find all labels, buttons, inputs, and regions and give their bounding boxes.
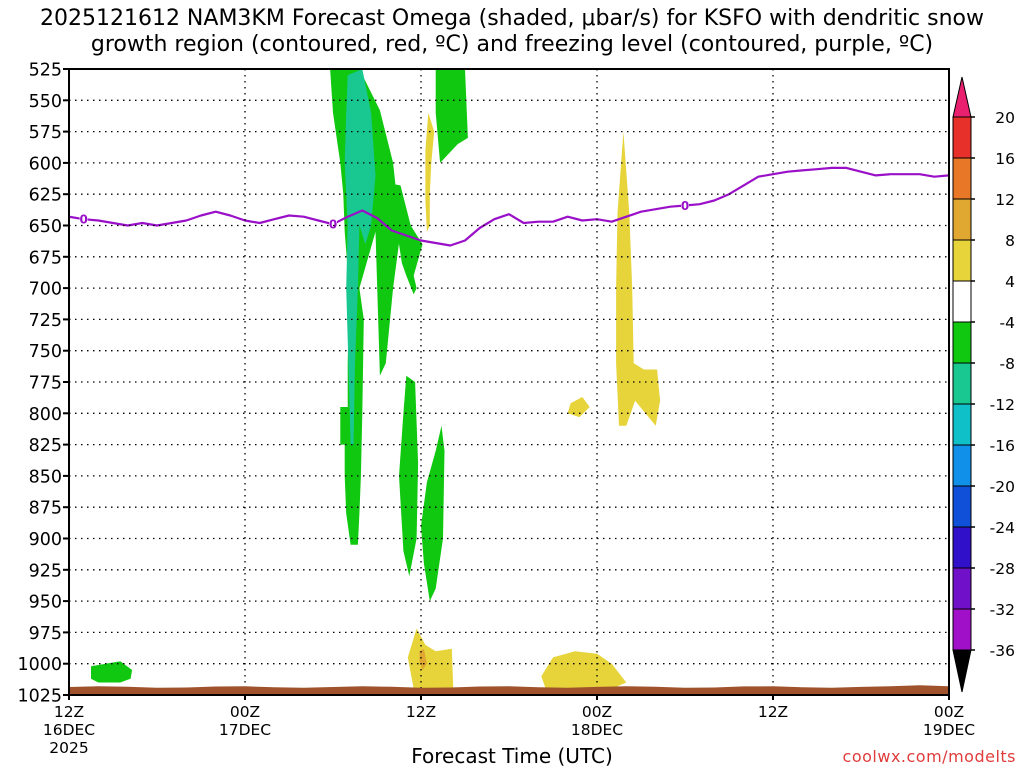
y-tick-label-18: 975 <box>29 624 62 644</box>
y-tick-label-2: 575 <box>29 123 62 143</box>
y-axis: 525 550 575 600 625 650 675 700 725 750 775 800 825 8… <box>17 61 69 707</box>
y-tick-label-3: 600 <box>29 154 62 174</box>
freezing-level-label-0: 0 <box>79 213 87 227</box>
plot-area: 0 0 0 <box>69 69 949 689</box>
colorbar-swatch-11 <box>952 567 972 610</box>
colorbar-swatch-2 <box>952 198 972 241</box>
freezing-level-label-2: 0 <box>681 199 689 213</box>
colorbar-swatch-10 <box>952 526 972 569</box>
x-tick-label-4: 12Z <box>758 703 788 721</box>
terrain-layer <box>69 685 949 695</box>
omega-region-7 <box>425 112 435 232</box>
omega-region-5 <box>421 425 445 602</box>
colorbar-label-6: -8 <box>1000 355 1015 373</box>
colorbar-label-1: 16 <box>995 150 1015 168</box>
y-tick-label-13: 850 <box>29 467 62 487</box>
colorbar-swatch-5 <box>952 321 972 364</box>
x-tick-date-3: 18DEC <box>571 721 623 739</box>
y-tick-label-1: 550 <box>29 92 62 112</box>
x-tick-label-5: 00Z <box>934 703 964 721</box>
omega-region-10 <box>407 628 454 689</box>
omega-region-3 <box>435 69 468 163</box>
omega-region-9 <box>567 397 590 418</box>
y-tick-label-9: 750 <box>29 342 62 362</box>
colorbar-label-4: 4 <box>1005 273 1015 291</box>
omega-region-11 <box>541 651 627 689</box>
colorbar: 20 16 12 8 4 -4 -8 -12 -16 -20 -24 -28 -32 -36 <box>952 76 1015 693</box>
x-tick-date-1: 17DEC <box>219 721 271 739</box>
y-tick-label-10: 775 <box>29 374 62 394</box>
x-tick-date-5: 19DEC <box>923 721 975 739</box>
y-tick-label-12: 825 <box>29 436 62 456</box>
omega-region-6 <box>91 661 133 683</box>
colorbar-bottom-triangle <box>952 649 972 693</box>
y-tick-label-0: 525 <box>29 61 62 81</box>
colorbar-swatch-6 <box>952 362 972 405</box>
colorbar-label-10: -24 <box>990 519 1015 537</box>
colorbar-label-13: -36 <box>990 642 1015 660</box>
freezing-level-label-bg-0 <box>79 213 88 226</box>
colorbar-swatch-7 <box>952 403 972 446</box>
chart-title-line1: 2025121612 NAM3KM Forecast Omega (shaded… <box>39 6 985 31</box>
y-tick-label-19: 1000 <box>17 655 62 675</box>
colorbar-swatch-4 <box>952 280 972 323</box>
colorbar-label-9: -20 <box>990 478 1015 496</box>
y-tick-label-6: 675 <box>29 248 62 268</box>
y-tick-label-16: 925 <box>29 561 62 581</box>
colorbar-swatch-0 <box>952 116 972 159</box>
y-tick-label-4: 625 <box>29 186 62 206</box>
x-tick-label-2: 12Z <box>406 703 436 721</box>
freezing-level-label-bg-2 <box>681 199 689 212</box>
x-tick-label-3: 00Z <box>582 703 612 721</box>
x-tick-date-0: 16DEC <box>43 721 95 739</box>
colorbar-label-3: 8 <box>1005 232 1015 250</box>
omega-region-12 <box>419 648 427 670</box>
y-tick-label-15: 900 <box>29 530 62 550</box>
y-tick-label-17: 950 <box>29 593 62 613</box>
y-tick-label-11: 800 <box>29 405 62 425</box>
freezing-level-label-bg-1 <box>329 218 337 231</box>
omega-region-4 <box>399 375 419 577</box>
colorbar-swatch-1 <box>952 157 972 200</box>
colorbar-label-2: 12 <box>995 191 1015 209</box>
x-tick-label-1: 00Z <box>230 703 260 721</box>
y-tick-label-20: 1025 <box>17 687 62 707</box>
colorbar-label-8: -16 <box>990 437 1015 455</box>
freezing-level-line <box>69 166 949 247</box>
colorbar-top-triangle <box>952 76 972 118</box>
colorbar-label-7: -12 <box>990 396 1015 414</box>
colorbar-label-0: 20 <box>995 109 1015 127</box>
colorbar-swatch-12 <box>952 608 972 651</box>
chart-title-line2: growth region (contoured, red, ºC) and f… <box>90 32 934 57</box>
y-tick-label-8: 725 <box>29 311 62 331</box>
y-tick-label-7: 700 <box>29 280 62 300</box>
colorbar-label-5: -4 <box>1000 314 1015 332</box>
x-tick-year-0: 2025 <box>49 739 88 757</box>
gridlines <box>69 69 949 696</box>
omega-region-8 <box>616 131 661 426</box>
y-tick-label-14: 875 <box>29 499 62 519</box>
colorbar-label-12: -32 <box>990 601 1015 619</box>
colorbar-label-11: -28 <box>990 560 1015 578</box>
colorbar-swatch-9 <box>952 485 972 528</box>
freezing-level-label-1: 0 <box>329 218 337 232</box>
x-axis-label: Forecast Time (UTC) <box>411 744 613 768</box>
credit-text: coolwx.com/modelts <box>842 747 1016 766</box>
colorbar-swatch-8 <box>952 444 972 487</box>
x-tick-label-0: 12Z <box>54 703 84 721</box>
terrain-strip <box>69 685 949 695</box>
omega-region-2 <box>379 181 423 295</box>
y-tick-label-5: 650 <box>29 217 62 237</box>
colorbar-swatch-3 <box>952 239 972 282</box>
